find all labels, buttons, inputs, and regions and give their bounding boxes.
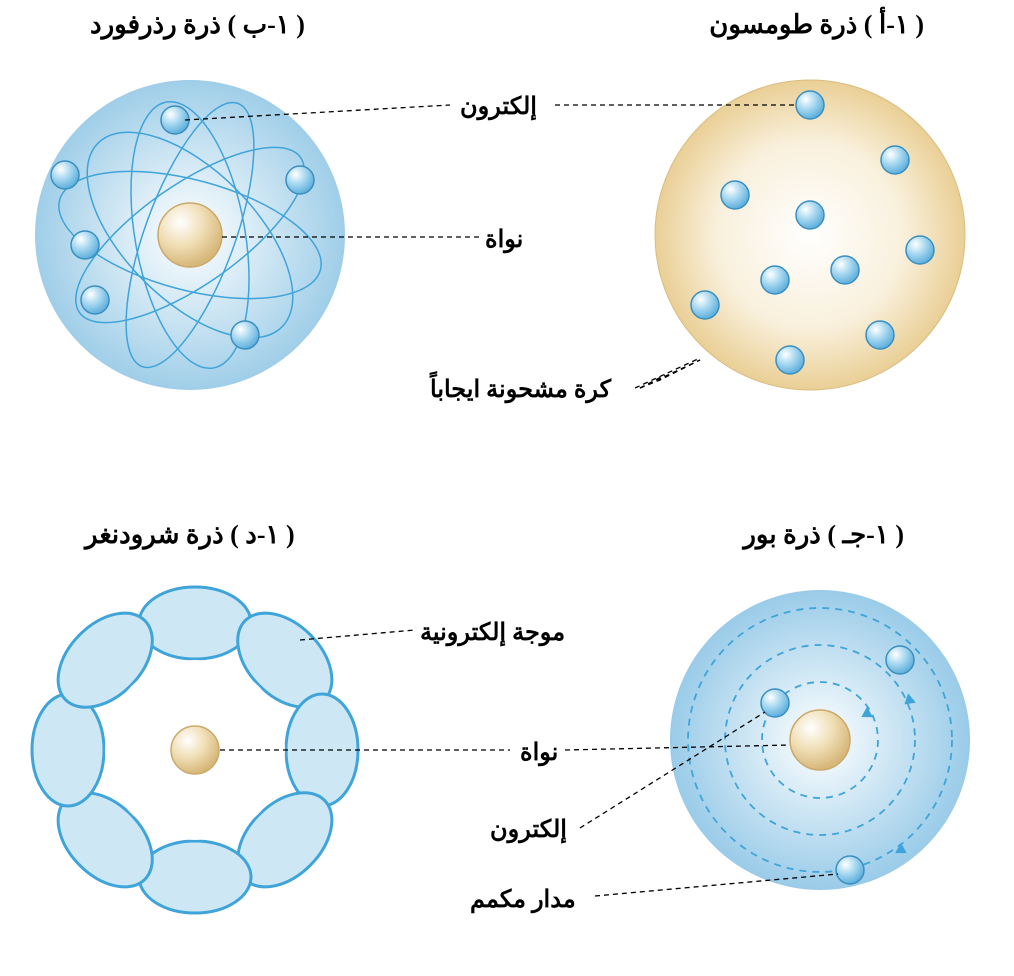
diagram-svg (0, 0, 1014, 976)
schrodinger-atom (32, 587, 358, 913)
thomson-atom (655, 80, 965, 390)
atomic-models-figure: { "colors": { "electron_fill": "#8cccee"… (0, 0, 1014, 976)
rutherford-atom (35, 80, 345, 390)
bohr-atom (670, 590, 970, 890)
